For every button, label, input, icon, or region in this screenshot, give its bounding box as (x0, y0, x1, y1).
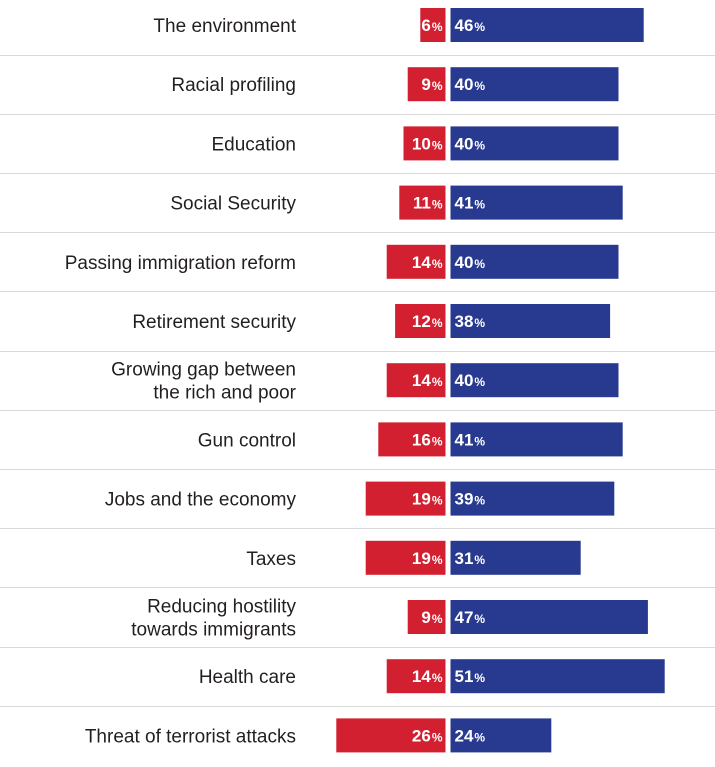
bar-left (403, 126, 446, 161)
data-label-left: 14% (412, 371, 443, 390)
data-label-right: 46% (455, 16, 486, 35)
category-label: The environment (153, 16, 296, 37)
bar-left (407, 67, 446, 102)
data-label-left: 19% (412, 490, 443, 509)
data-label-right: 40% (455, 134, 486, 153)
bar-left (386, 363, 446, 398)
bar-left (365, 481, 446, 516)
category-label: Racial profiling (171, 75, 296, 96)
data-label-left: 14% (412, 667, 443, 686)
bar-left (365, 540, 446, 575)
data-label-right: 47% (455, 608, 486, 627)
data-label-left: 10% (412, 134, 443, 153)
bar-left (336, 718, 446, 753)
data-label-right: 31% (455, 549, 486, 568)
category-label: Growing gap between the rich and poor (111, 360, 297, 404)
category-label: Taxes (246, 549, 296, 570)
bar-right (450, 363, 619, 398)
data-label-left: 9% (421, 75, 442, 94)
data-label-right: 40% (455, 253, 486, 272)
bar-right (450, 600, 648, 634)
category-label: Education (211, 134, 296, 155)
bar-left (420, 8, 446, 42)
bar-left (407, 600, 446, 634)
bar-left (378, 422, 446, 457)
data-label-left: 11% (413, 194, 443, 213)
bar-left (386, 244, 446, 279)
bar-right (450, 67, 619, 102)
data-label-left: 26% (412, 726, 443, 745)
category-label: Passing immigration reform (65, 253, 296, 274)
data-label-right: 40% (455, 371, 486, 390)
data-label-left: 6% (421, 16, 442, 35)
bar-right (450, 244, 619, 279)
data-label-left: 19% (412, 549, 443, 568)
data-label-left: 9% (421, 608, 442, 627)
data-label-right: 38% (455, 312, 486, 331)
bar-right (450, 8, 644, 42)
data-label-right: 41% (455, 430, 486, 449)
bar-right (450, 304, 611, 338)
data-label-left: 12% (412, 312, 443, 331)
data-label-right: 51% (455, 667, 486, 686)
data-label-left: 14% (412, 253, 443, 272)
category-label: Reducing hostility towards immigrants (131, 597, 296, 641)
data-label-left: 16% (412, 430, 443, 449)
bar-left (386, 659, 446, 694)
bar-right (450, 718, 552, 753)
category-label: Retirement security (132, 312, 296, 333)
data-label-right: 41% (455, 194, 486, 213)
category-label: Health care (199, 667, 296, 688)
bar-right (450, 126, 619, 161)
category-label: Jobs and the economy (105, 490, 297, 511)
data-label-right: 24% (455, 726, 486, 745)
category-label: Gun control (198, 430, 296, 451)
data-label-right: 39% (455, 490, 486, 509)
data-label-right: 40% (455, 75, 486, 94)
bar-right (450, 422, 623, 457)
bar-right (450, 659, 665, 694)
bar-right (450, 481, 615, 516)
category-label: Social Security (170, 194, 296, 215)
bar-right (450, 540, 581, 575)
category-label: Threat of terrorist attacks (85, 726, 296, 747)
bar-left (395, 304, 446, 338)
bar-right (450, 185, 623, 220)
bar-left (399, 185, 446, 220)
